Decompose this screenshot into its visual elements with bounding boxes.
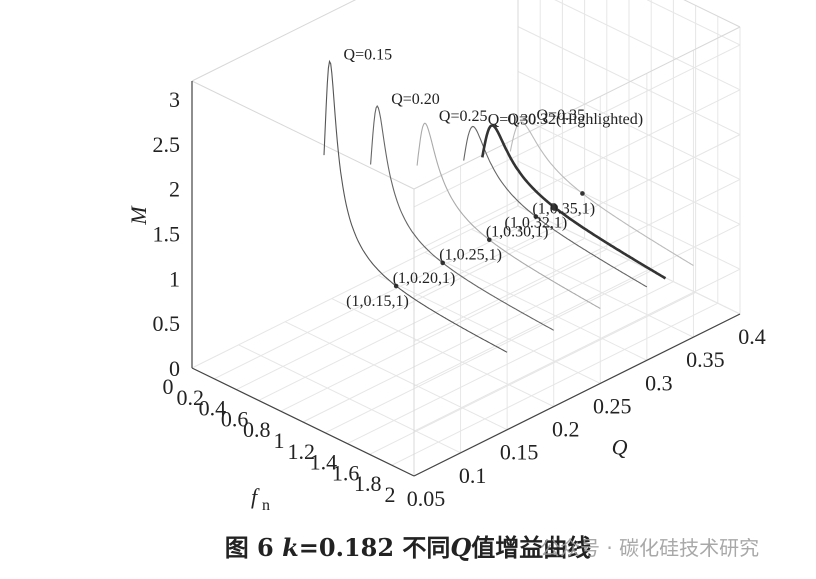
caption-suffix: 值增益曲线 (471, 533, 592, 562)
x-tick-label: 1.6 (332, 460, 360, 485)
caption-q-symbol: Q (450, 533, 472, 562)
grid-line (413, 268, 741, 432)
grid-line (324, 270, 652, 434)
curve-Q=0.25 (416, 122, 601, 309)
y-tick-label: 0.3 (645, 370, 673, 395)
y-tick-label: 0.4 (738, 324, 766, 349)
annotation-point (440, 260, 446, 266)
grid-line (517, 205, 741, 315)
y-tick-label: 0.15 (500, 440, 539, 465)
grid-line (280, 248, 608, 412)
z-tick-label: 0.5 (153, 311, 181, 336)
caption-middle: 不同 (402, 533, 451, 562)
grid-line (646, 0, 741, 46)
grid-line (238, 344, 461, 454)
curve-Q=0.35 (509, 121, 694, 266)
x-tick-label: 1.2 (287, 439, 315, 464)
box-edge (683, 0, 741, 28)
labels: 00.511.522.530 0.20.40.60.8 1 1.21.41.61.8 2… (126, 46, 766, 514)
box-edge (191, 0, 357, 82)
caption-prefix: 图 6 (224, 533, 274, 562)
annotation-label: (1,0.20,1) (393, 270, 456, 287)
series-label: Q=0.25 (439, 108, 488, 125)
annotation-label: (1,0.30,1) (486, 224, 549, 241)
x-tick-label: 0.6 (221, 406, 249, 431)
watermark: 公众号 · 碳化硅技术研究 (540, 536, 760, 560)
y-tick-label: 0.05 (407, 486, 446, 511)
grid-line (284, 321, 508, 431)
grid-line (258, 237, 585, 401)
x-tick-label: 0.4 (199, 396, 227, 421)
x-axis-line (191, 367, 415, 477)
axes (191, 81, 741, 477)
annotation-label: (1,0.35,1) (532, 200, 595, 217)
annotation-label: (1,0.32,1) (504, 214, 567, 231)
y-axis-title: Q (612, 435, 628, 460)
annotation-point (393, 283, 399, 289)
box-edge (413, 26, 741, 190)
grid-line (236, 227, 563, 391)
y-tick-label: 0.1 (459, 463, 487, 488)
caption-k-value: =0.182 (298, 533, 395, 562)
grid-line (347, 281, 674, 445)
z-axis-title: M (126, 205, 151, 226)
y-tick-label: 0.25 (593, 393, 632, 418)
series-label: Q=0.15 (344, 46, 393, 63)
figure-caption: 图 6 k=0.182 不同Q值增益曲线 (0, 528, 816, 563)
grid-line (471, 228, 694, 338)
series-label: Q=0.35 (536, 107, 585, 124)
grid-line (413, 179, 741, 342)
annotation-point (550, 203, 558, 211)
x-axis-title-sub: n (262, 497, 270, 514)
x-tick-label: 1 (274, 428, 285, 453)
y-axis-line (413, 313, 741, 477)
x-tick-label: 2 (385, 482, 396, 507)
grid-line (413, 223, 741, 387)
curve-Q=0.15 (323, 59, 508, 353)
series (323, 59, 694, 353)
grid-line (331, 298, 554, 408)
box-edge (191, 80, 415, 190)
caption-k-symbol: k (282, 533, 299, 562)
z-tick-label: 3 (169, 87, 180, 112)
x-tick-label: 0 (163, 374, 174, 399)
annotation-label: (1,0.25,1) (439, 247, 502, 264)
series-label: Q=0.32(Highlighted) (507, 111, 643, 128)
annotation-point (486, 237, 492, 243)
curve-Q=0.20 (370, 104, 554, 331)
curve-Q=0.32(Highlighted) (481, 124, 667, 280)
gain-curve-3d-chart: 00.511.522.530 0.20.40.60.8 1 1.21.41.61.8 2… (126, 0, 766, 514)
curve-Q=0.30 (463, 125, 648, 288)
x-tick-label: 1.4 (310, 450, 338, 475)
grid-line (369, 291, 696, 455)
annotation-label: (1,0.15,1) (346, 293, 409, 310)
z-tick-label: 2.5 (153, 132, 181, 157)
series-label: Q=0.20 (391, 91, 440, 108)
grid-line (378, 274, 601, 384)
x-tick-label: 1.8 (354, 471, 382, 496)
x-tick-label: 0.8 (243, 417, 271, 442)
x-axis-title: f (251, 484, 260, 509)
grid-line (413, 89, 741, 253)
z-tick-label: 0 (169, 356, 180, 381)
z-tick-label: 1.5 (153, 221, 181, 246)
grid-line (213, 216, 541, 380)
grid-line (413, 134, 741, 298)
grid-line (413, 44, 741, 208)
y-tick-label: 0.35 (686, 347, 725, 372)
z-tick-label: 2 (169, 177, 180, 202)
grid-line (302, 259, 630, 423)
grid-line (391, 302, 719, 466)
grid (191, 0, 741, 477)
grid-line (424, 251, 648, 361)
grid-line (191, 205, 519, 369)
series-label: Q=0.30 (488, 112, 537, 129)
y-tick-label: 0.2 (552, 417, 580, 442)
x-tick-label: 0.2 (176, 385, 204, 410)
annotation-point (580, 191, 585, 196)
annotation-point (533, 214, 539, 219)
z-tick-label: 1 (169, 266, 180, 291)
